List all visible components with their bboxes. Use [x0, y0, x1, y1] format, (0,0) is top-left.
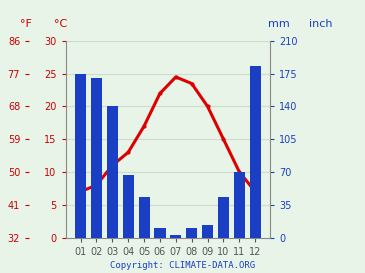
Bar: [202, 225, 213, 238]
Text: °C: °C: [54, 19, 67, 29]
Bar: [250, 66, 261, 238]
Text: mm: mm: [268, 19, 290, 29]
Bar: [170, 235, 181, 238]
Bar: [234, 172, 245, 238]
Bar: [186, 228, 197, 238]
Bar: [139, 197, 150, 238]
Text: inch: inch: [310, 19, 333, 29]
Bar: [91, 78, 102, 238]
Bar: [107, 106, 118, 238]
Bar: [123, 175, 134, 238]
Bar: [218, 197, 229, 238]
Bar: [154, 228, 165, 238]
Text: °F: °F: [20, 19, 31, 29]
Bar: [75, 74, 86, 238]
Text: Copyright: CLIMATE-DATA.ORG: Copyright: CLIMATE-DATA.ORG: [110, 261, 255, 270]
